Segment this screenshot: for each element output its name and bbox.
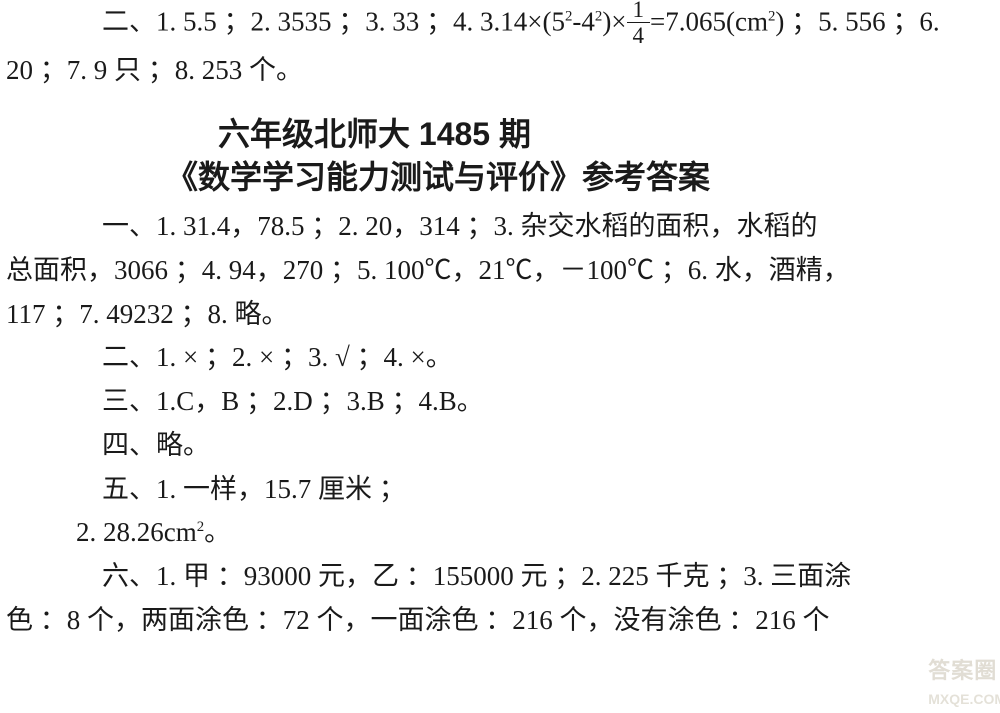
top-line-2: 20 ；7. 9 只 ；8. 253 个。 xyxy=(6,49,1000,93)
section-3: 三、1.C，B ；2.D ；3.B ；4.B。 xyxy=(6,380,1000,424)
top-line-1: 二、1. 5.5 ；2. 3535 ；3. 33 ；4. 3.14×(52-42… xyxy=(6,0,1000,49)
text: 五、1. 一样，15.7 厘米 ； xyxy=(102,474,406,504)
document-content: 二、1. 5.5 ；2. 3535 ；3. 33 ；4. 3.14×(52-42… xyxy=(6,0,1000,642)
text: 二、1. × ；2. × ；3. √ ；4. ×。 xyxy=(102,342,453,372)
text: 20 ；7. 9 只 ；8. 253 个。 xyxy=(6,55,303,85)
title-line-1: 六年级北师大 1485 期 xyxy=(218,113,1000,156)
section-1-line-c: 117 ；7. 49232 ；8. 略。 xyxy=(6,293,1000,337)
title-line-2: 《数学学习能力测试与评价》参考答案 xyxy=(166,156,1000,199)
text: 117 ；7. 49232 ；8. 略。 xyxy=(6,299,289,329)
watermark: 答案圈 MXQE.COM xyxy=(928,653,1000,711)
text: 二、1. 5.5 ；2. 3535 ；3. 33 ；4. 3.14×(5 xyxy=(102,7,565,37)
section-6-line-b: 色 ：8 个，两面涂色 ：72 个，一面涂色 ：216 个，没有涂色 ：216 … xyxy=(6,599,1000,643)
text: 三、1.C，B ；2.D ；3.B ；4.B。 xyxy=(102,386,484,416)
section-1-line-b: 总面积，3066 ；4. 94，270 ；5. 100℃，21℃，－100℃ ；… xyxy=(6,249,1000,293)
text: 总面积，3066 ；4. 94，270 ；5. 100℃，21℃，－100℃ ；… xyxy=(6,255,850,285)
text: 2. 28.26cm xyxy=(76,517,197,547)
watermark-text-2: MXQE.COM xyxy=(928,688,1000,711)
text: 色 ：8 个，两面涂色 ：72 个，一面涂色 ：216 个，没有涂色 ：216 … xyxy=(6,605,830,635)
text: 一、1. 31.4，78.5 ；2. 20，314 ；3. 杂交水稻的面积，水稻… xyxy=(102,211,818,241)
section-5-line-a: 五、1. 一样，15.7 厘米 ； xyxy=(6,468,1000,512)
text: ) ；5. 556 ；6. xyxy=(775,7,939,37)
text: 六、1. 甲 ：93000 元，乙 ：155000 元 ；2. 225 千克 ；… xyxy=(102,561,851,591)
fraction: 14 xyxy=(627,0,651,47)
section-5-line-b: 2. 28.26cm2。 xyxy=(6,511,1000,555)
text: )× xyxy=(602,7,626,37)
section-1-line-a: 一、1. 31.4，78.5 ；2. 20，314 ；3. 杂交水稻的面积，水稻… xyxy=(6,205,1000,249)
fraction-numerator: 1 xyxy=(627,0,651,23)
section-4: 四、略。 xyxy=(6,424,1000,468)
text: -4 xyxy=(572,7,595,37)
section-6-line-a: 六、1. 甲 ：93000 元，乙 ：155000 元 ；2. 225 千克 ；… xyxy=(6,555,1000,599)
watermark-text-1: 答案圈 xyxy=(928,658,997,683)
title-block: 六年级北师大 1485 期 《数学学习能力测试与评价》参考答案 xyxy=(6,113,1000,199)
fraction-denominator: 4 xyxy=(627,23,651,47)
text: =7.065(cm xyxy=(650,7,768,37)
section-2: 二、1. × ；2. × ；3. √ ；4. ×。 xyxy=(6,336,1000,380)
text: 。 xyxy=(204,517,231,547)
text: 四、略。 xyxy=(102,430,210,460)
